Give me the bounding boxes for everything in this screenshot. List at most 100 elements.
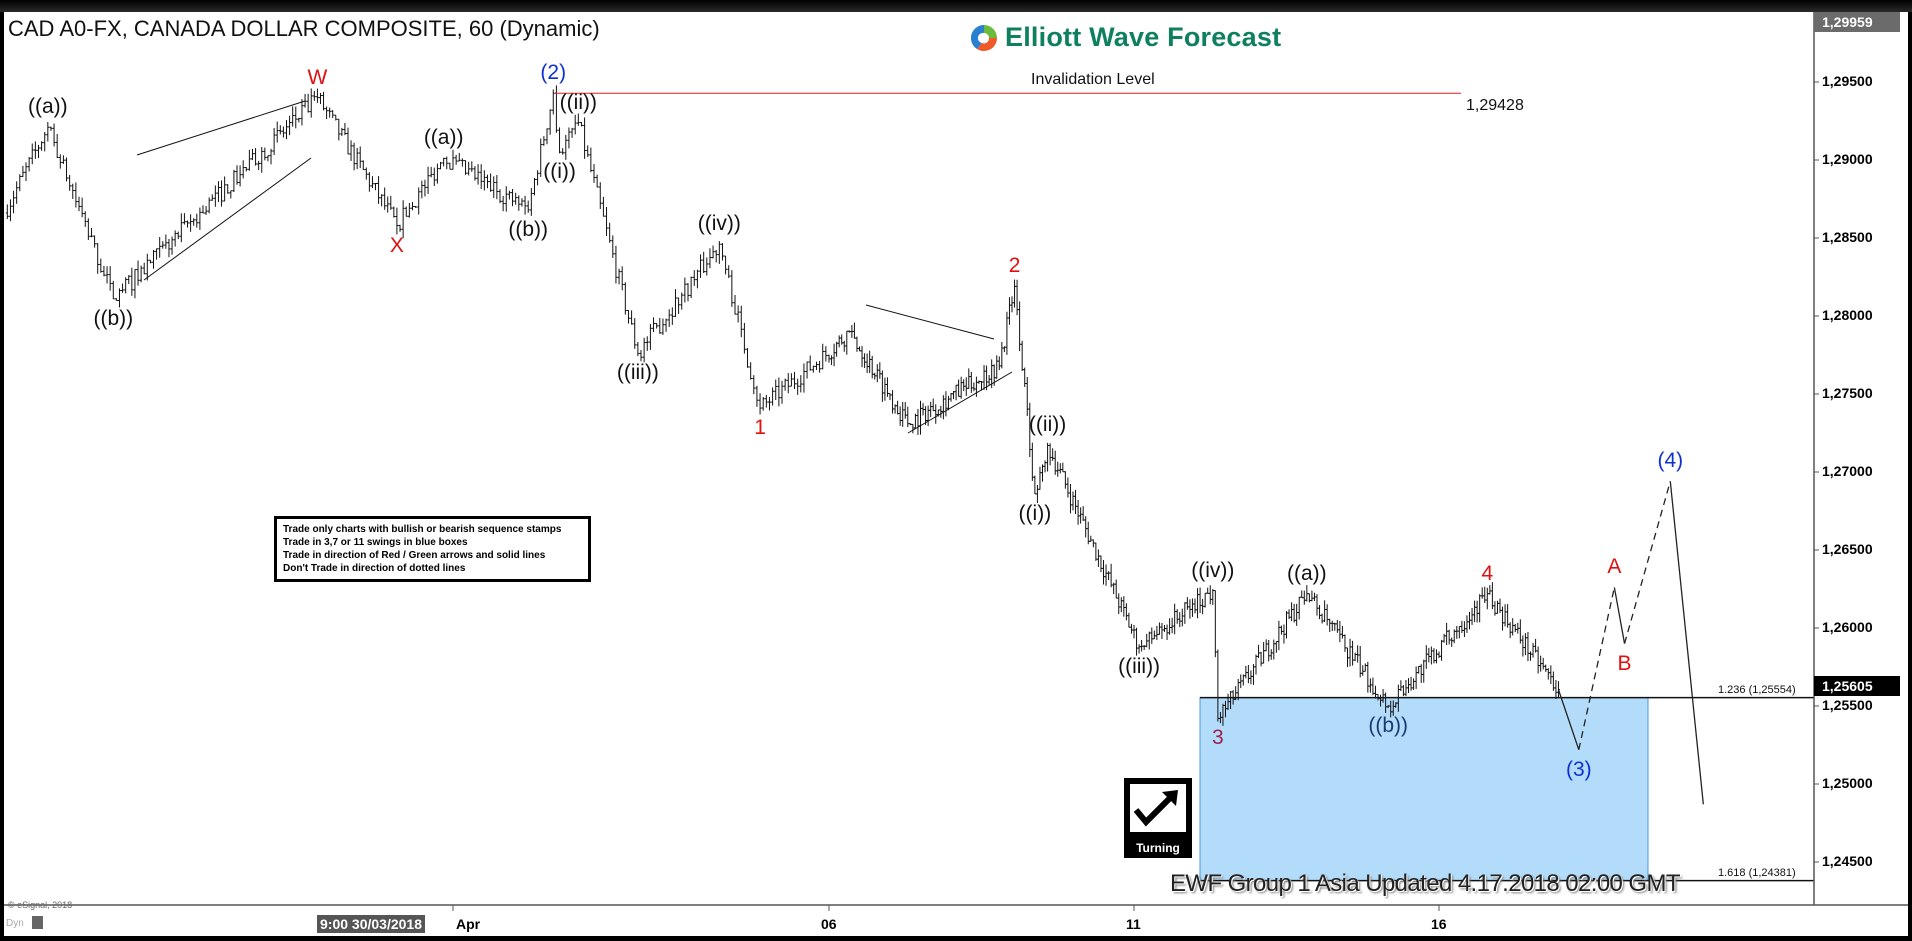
price-bar: [5, 204, 9, 219]
price-bar: [972, 382, 976, 392]
projection-path: [1557, 481, 1704, 805]
projection-segment: [1623, 481, 1671, 644]
price-bar: [724, 255, 728, 275]
price-bar: [1152, 630, 1156, 640]
price-bar: [457, 152, 461, 162]
price-bar: [967, 368, 971, 389]
price-bar: [695, 269, 699, 289]
price-bar: [482, 170, 486, 191]
rule-line: Trade only charts with bullish or bearis…: [283, 524, 562, 535]
price-bar: [130, 267, 134, 296]
price-bar: [1470, 608, 1474, 625]
price-bar: [1063, 471, 1067, 489]
price-bar: [223, 176, 227, 202]
price-bar: [1343, 634, 1347, 652]
price-bar: [250, 148, 254, 161]
price-bar: [36, 144, 40, 159]
price-bar: [374, 182, 378, 191]
trading-rules-box: Trade only charts with bullish or bearis…: [274, 516, 591, 582]
lock-icon[interactable]: [32, 916, 43, 929]
price-bar: [1147, 631, 1151, 650]
price-bar: [429, 166, 433, 178]
price-bar: [8, 199, 12, 222]
price-bar: [708, 248, 712, 269]
price-bar: [652, 317, 656, 333]
price-bar: [99, 258, 103, 273]
price-bar: [835, 341, 839, 357]
price-bar: [1041, 464, 1044, 482]
price-bar: [1490, 582, 1494, 610]
price-bar: [567, 127, 571, 149]
price-bar: [1465, 615, 1469, 633]
price-bar: [1361, 665, 1365, 676]
price-bar: [689, 276, 693, 299]
price-bar: [278, 125, 282, 135]
price-bar: [883, 377, 887, 401]
price-bar: [1155, 625, 1159, 641]
price-bar: [929, 401, 933, 418]
wave-label: (3): [1565, 757, 1592, 781]
wave-label: ((b)): [1368, 714, 1408, 737]
price-bar: [33, 141, 37, 159]
price-bar: [46, 122, 50, 142]
price-bar: [1478, 594, 1482, 623]
price-bar: [1295, 603, 1299, 626]
price-bar: [702, 251, 706, 274]
price-bar: [1096, 549, 1100, 567]
price-bar: [49, 126, 53, 131]
price-bar: [891, 390, 895, 414]
price-bar: [523, 195, 527, 215]
rule-line: Trade in 3,7 or 11 swings in blue boxes: [283, 537, 468, 548]
price-bar: [139, 265, 143, 283]
price-bar: [1503, 604, 1507, 627]
price-bar: [832, 343, 836, 367]
price-bar: [404, 206, 408, 217]
price-bar: [1185, 597, 1189, 610]
price-bar: [1010, 296, 1014, 313]
price-bar: [207, 197, 211, 214]
price-bar: [473, 166, 477, 181]
price-bar: [1300, 590, 1304, 599]
price-bar: [361, 160, 365, 171]
price-bar: [1007, 297, 1011, 325]
wave-label: 1: [754, 416, 766, 440]
price-bar: [517, 195, 521, 211]
price-bar: [997, 356, 1001, 371]
price-bar: [186, 220, 190, 228]
price-bar: [1023, 367, 1027, 387]
price-bar: [957, 379, 961, 397]
price-bar: [383, 187, 387, 210]
price-bar: [303, 93, 307, 108]
price-bar: [124, 277, 128, 294]
price-bar: [1373, 685, 1377, 699]
price-bar: [229, 190, 233, 199]
price-bar: [811, 365, 815, 373]
price-bar: [410, 201, 414, 211]
price-bar: [880, 370, 884, 402]
price-bar: [636, 341, 640, 357]
price-bar: [201, 205, 205, 214]
price-bar: [1529, 651, 1532, 661]
price-bar: [479, 164, 483, 190]
price-bar: [1173, 603, 1177, 635]
price-bar: [315, 88, 319, 103]
price-bar: [1483, 586, 1487, 604]
price-bar: [346, 127, 350, 155]
price-bar: [969, 371, 973, 393]
price-axis-ticks: [1814, 81, 1819, 863]
price-bar: [1267, 639, 1271, 662]
price-bar: [1368, 678, 1372, 693]
wave-label: ((b)): [508, 217, 549, 241]
price-bar: [987, 374, 991, 386]
price-bar: [683, 277, 687, 303]
dyn-label[interactable]: Dyn: [6, 918, 24, 929]
price-bar: [717, 241, 721, 264]
price-bar: [1508, 622, 1512, 639]
price-bar: [343, 122, 347, 136]
wave-label: ((a)): [28, 95, 68, 119]
price-bar: [1249, 670, 1253, 685]
price-bar: [1351, 640, 1355, 666]
price-bar: [291, 106, 295, 127]
wave-label: X: [389, 233, 404, 257]
